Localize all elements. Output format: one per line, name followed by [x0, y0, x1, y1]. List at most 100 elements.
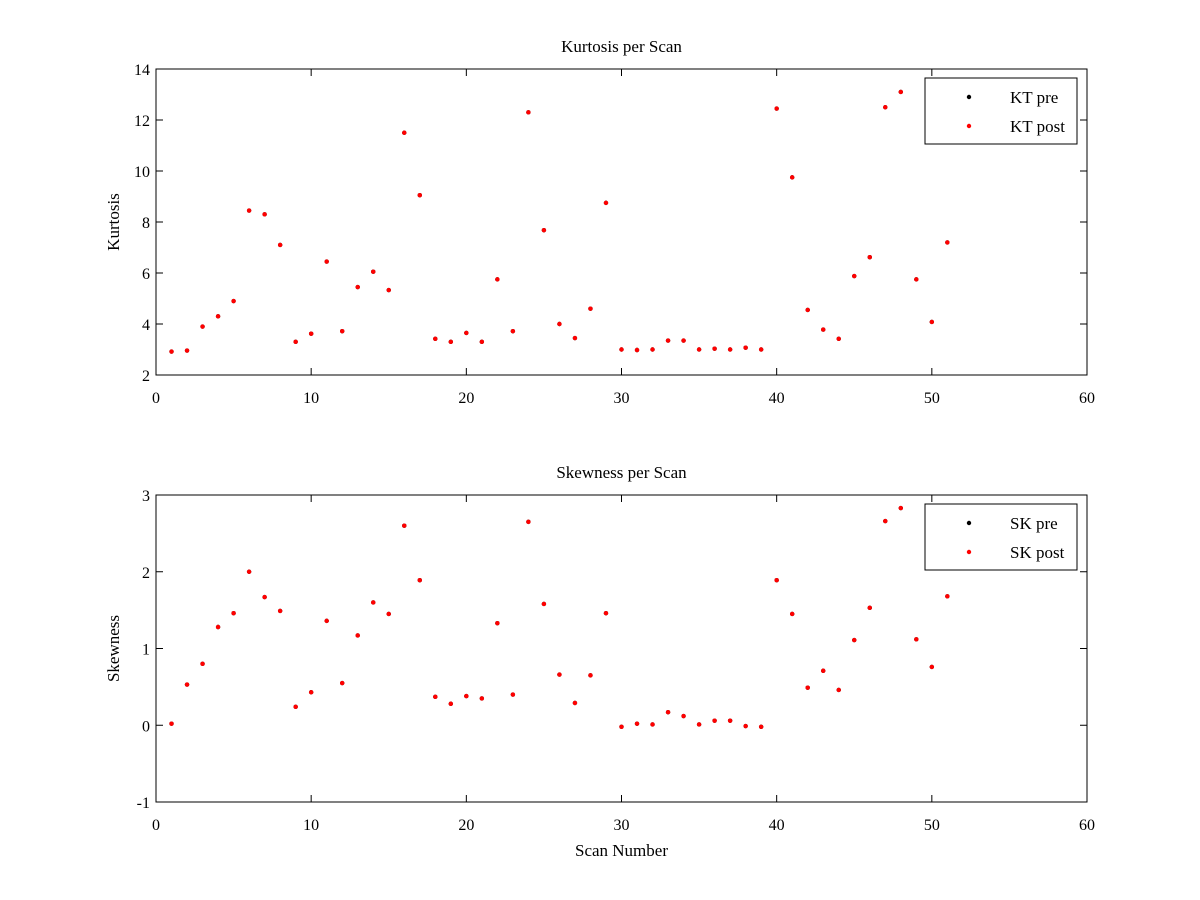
- point-kt-post: [495, 277, 500, 282]
- point-sk-post: [246, 569, 252, 574]
- point-kt-post: [184, 348, 190, 353]
- point-sk-post: [417, 577, 422, 583]
- point-sk-post: [293, 704, 298, 710]
- point-kt-post: [277, 242, 283, 248]
- point-kt-post: [836, 336, 841, 341]
- point-sk-post: [774, 577, 779, 583]
- skewness-x-tick-label: 0: [152, 817, 160, 834]
- point-kt-post: [526, 110, 531, 115]
- point-kt-post: [914, 277, 919, 282]
- kurtosis-y-tick-label: 8: [142, 215, 150, 232]
- point-sk-post: [495, 620, 500, 626]
- skewness-points: [169, 505, 950, 729]
- point-sk-post: [308, 690, 314, 695]
- point-kt-post: [665, 338, 671, 343]
- point-sk-post: [184, 682, 190, 687]
- point-sk-post: [402, 523, 407, 528]
- kurtosis-x-tick-label: 0: [152, 390, 160, 407]
- point-kt-post: [821, 327, 826, 332]
- point-kt-post: [789, 175, 795, 180]
- kurtosis-panel: Kurtosis per Scan Kurtosis 0 10 20 30 40 50 60…: [104, 37, 1095, 407]
- point-kt-post: [510, 328, 516, 334]
- point-sk-post: [215, 624, 221, 630]
- skewness-y-tick-label: 0: [142, 718, 150, 735]
- point-sk-post: [867, 605, 872, 611]
- point-sk-post: [557, 672, 562, 677]
- skewness-x-tick-label: 10: [303, 817, 319, 834]
- kurtosis-x-tick-label: 10: [303, 390, 319, 407]
- point-kt-post: [417, 193, 422, 198]
- legend-label-kt-post: KT post: [1010, 117, 1065, 136]
- skewness-x-tick-label: 40: [769, 817, 785, 834]
- point-sk-post: [758, 724, 764, 729]
- point-kt-post: [727, 347, 733, 352]
- skewness-legend-box: [924, 503, 1078, 571]
- point-sk-post: [386, 611, 391, 617]
- point-kt-post: [479, 339, 485, 345]
- point-kt-post: [231, 298, 236, 304]
- kurtosis-legend-box: [924, 77, 1078, 145]
- point-kt-post: [200, 324, 205, 329]
- point-kt-post: [603, 200, 609, 206]
- skewness-x-tick-label: 30: [614, 817, 630, 834]
- point-kt-post: [758, 347, 764, 352]
- point-sk-post: [603, 610, 609, 616]
- kurtosis-ticks: 0 10 20 30 40 50 60 2 4 6 8 10 12 14: [134, 62, 1095, 407]
- kurtosis-y-tick-label: 14: [134, 62, 150, 79]
- point-kt-post: [293, 339, 298, 345]
- point-kt-post: [448, 339, 454, 345]
- kurtosis-y-tick-label: 4: [142, 317, 150, 334]
- kurtosis-x-tick-label: 40: [769, 390, 785, 407]
- point-kt-post: [945, 240, 950, 245]
- legend-marker-sk-post: [966, 549, 972, 555]
- kurtosis-y-tick-label: 2: [142, 368, 150, 385]
- point-kt-post: [867, 254, 872, 260]
- point-kt-post: [464, 330, 469, 336]
- point-sk-post: [277, 608, 283, 614]
- point-kt-post: [557, 321, 562, 327]
- point-sk-post: [231, 610, 236, 616]
- point-sk-post: [588, 673, 593, 678]
- kurtosis-x-tick-label: 20: [458, 390, 474, 407]
- point-kt-post: [355, 284, 360, 290]
- point-sk-post: [324, 618, 329, 624]
- point-kt-post: [262, 212, 267, 217]
- point-sk-post: [510, 692, 516, 697]
- point-kt-post: [541, 227, 547, 233]
- kurtosis-y-tick-label: 10: [134, 164, 150, 181]
- point-sk-post: [526, 519, 531, 525]
- point-sk-post: [262, 594, 267, 600]
- kurtosis-title: Kurtosis per Scan: [561, 37, 682, 56]
- point-sk-post: [650, 722, 655, 727]
- point-kt-post: [371, 269, 376, 274]
- point-sk-post: [929, 664, 935, 670]
- point-kt-post: [883, 105, 888, 110]
- point-sk-post: [727, 718, 733, 723]
- skewness-legend: SK pre SK post: [924, 503, 1078, 571]
- skewness-y-tick-label: -1: [137, 795, 150, 812]
- point-kt-post: [588, 306, 593, 311]
- point-kt-post: [340, 328, 345, 334]
- point-kt-post: [572, 335, 578, 341]
- skewness-panel: Skewness per Scan Skewness Scan Number 0…: [104, 463, 1095, 860]
- point-sk-post: [712, 718, 717, 723]
- point-sk-post: [479, 696, 485, 701]
- point-kt-post: [743, 345, 748, 350]
- point-kt-post: [433, 336, 438, 341]
- point-kt-post: [324, 259, 329, 264]
- point-sk-post: [883, 518, 888, 524]
- point-sk-post: [681, 713, 686, 719]
- point-sk-post: [898, 505, 903, 511]
- kurtosis-x-tick-label: 60: [1079, 390, 1095, 407]
- legend-marker-kt-post: [966, 123, 972, 129]
- point-sk-post: [340, 680, 345, 686]
- point-sk-post: [448, 701, 454, 706]
- skewness-x-tick-label: 60: [1079, 817, 1095, 834]
- point-sk-post: [200, 661, 205, 667]
- point-kt-post: [246, 208, 252, 213]
- kurtosis-legend: KT pre KT post: [924, 77, 1078, 145]
- kurtosis-y-tick-label: 6: [142, 266, 150, 283]
- point-kt-post: [852, 273, 857, 279]
